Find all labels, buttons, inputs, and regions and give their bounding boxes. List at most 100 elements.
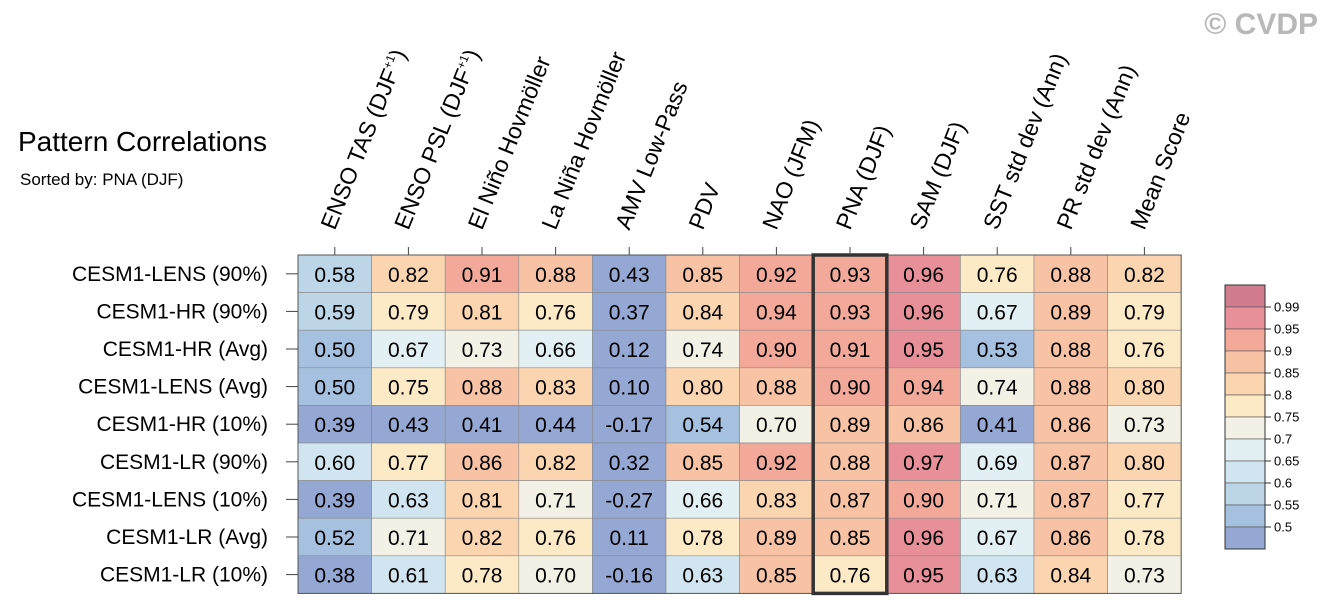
- heatmap-cell: [665, 480, 740, 519]
- heatmap-cell: [1033, 442, 1108, 481]
- heatmap-cell: [1107, 329, 1182, 369]
- heatmap-cell: [665, 555, 740, 594]
- cell-value-label: 0.53: [977, 339, 1018, 362]
- chart-title: Pattern Correlations: [18, 126, 268, 157]
- heatmap-cell: [812, 480, 888, 519]
- cell-value-label: 0.80: [1124, 452, 1165, 475]
- cell-value-label: 0.76: [535, 527, 576, 550]
- legend-swatch: [1224, 328, 1266, 352]
- row-label: CESM1-LR (90%): [100, 451, 268, 474]
- cell-value-label: 0.85: [830, 527, 871, 550]
- cell-value-label: 0.78: [682, 527, 723, 550]
- cell-value-label: 0.95: [903, 339, 944, 362]
- heatmap-cell: [886, 517, 961, 557]
- cell-value-label: -0.16: [605, 565, 653, 588]
- row-label: CESM1-HR (90%): [96, 300, 268, 323]
- heatmap-cell: [371, 442, 446, 481]
- heatmap-cell: [812, 442, 888, 481]
- heatmap-cell: [960, 442, 1035, 481]
- heatmap-cell: [371, 367, 446, 406]
- heatmap-cell: [812, 517, 888, 557]
- heatmap-cell: [665, 329, 740, 369]
- legend-swatch: [1224, 416, 1266, 440]
- cell-value-label: 0.78: [1124, 527, 1165, 550]
- cell-value-label: 0.67: [977, 301, 1018, 324]
- cell-value-label: 0.85: [756, 565, 797, 588]
- row-label: CESM1-LENS (Avg): [78, 376, 268, 399]
- cell-value-label: 0.77: [1124, 489, 1165, 512]
- cell-value-label: 0.93: [830, 301, 871, 324]
- legend-tick-label: 0.5: [1274, 520, 1292, 535]
- cell-value-label: 0.66: [535, 339, 576, 362]
- heatmap-cell: [1107, 480, 1182, 519]
- cell-value-label: 0.39: [314, 489, 355, 512]
- cell-value-label: 0.86: [903, 414, 944, 437]
- heatmap-cell: [518, 329, 593, 369]
- heatmap-cell: [444, 329, 520, 369]
- heatmap-cell: [739, 517, 814, 557]
- cell-value-label: 0.54: [682, 414, 723, 437]
- heatmap-cell: [665, 405, 740, 444]
- cell-value-label: 0.88: [1050, 377, 1091, 400]
- heatmap-cell: [1033, 292, 1108, 331]
- row-label: CESM1-LENS (10%): [72, 488, 268, 511]
- cell-value-label: 0.38: [314, 565, 355, 588]
- cell-value-label: 0.44: [535, 414, 576, 437]
- watermark: © CVDP: [1204, 8, 1318, 41]
- cell-value-label: 0.11: [610, 527, 649, 550]
- cell-value-label: 0.94: [756, 301, 797, 324]
- heatmap-cell: [592, 555, 667, 594]
- heatmap-cell: [297, 292, 372, 331]
- heatmap-cell: [960, 517, 1035, 557]
- heatmap-cell: [444, 555, 520, 594]
- cell-value-label: 0.93: [830, 264, 871, 287]
- cell-value-label: 0.87: [1050, 489, 1091, 512]
- cell-value-label: 0.95: [903, 565, 944, 588]
- cell-value-label: 0.96: [903, 301, 944, 324]
- heatmap-cell: [444, 292, 520, 331]
- legend-tick-label: 0.75: [1274, 410, 1299, 425]
- heatmap-cell: [297, 405, 372, 444]
- cell-value-label: 0.70: [535, 565, 576, 588]
- cell-value-label: 0.66: [682, 489, 723, 512]
- column-label: Mean Score: [1125, 108, 1196, 233]
- heatmap-cell: [518, 517, 593, 557]
- legend-tick-label: 0.99: [1274, 300, 1299, 315]
- legend-tick-label: 0.7: [1274, 432, 1292, 447]
- cell-value-label: 0.77: [388, 452, 429, 475]
- heatmap-cell: [444, 367, 520, 406]
- cell-value-label: 0.87: [830, 489, 871, 512]
- heatmap-cell: [1033, 254, 1108, 293]
- heatmap-cell: [960, 405, 1035, 444]
- cell-value-label: 0.96: [903, 527, 944, 550]
- heatmap-cell: [665, 517, 740, 557]
- heatmap-cell: [665, 367, 740, 406]
- cell-value-label: 0.63: [682, 565, 723, 588]
- cell-value-label: 0.97: [903, 452, 944, 475]
- cell-value-label: 0.82: [462, 527, 503, 550]
- legend-tick-label: 0.8: [1274, 388, 1292, 403]
- cell-value-label: 0.84: [1050, 565, 1091, 588]
- column-label: El Niño Hovmöller: [463, 52, 556, 233]
- cell-value-label: 0.61: [388, 565, 429, 588]
- cell-value-label: -0.27: [605, 489, 653, 512]
- heatmap-cell: [812, 254, 888, 293]
- cell-value-label: 0.32: [609, 452, 650, 475]
- cell-value-label: 0.91: [830, 339, 871, 362]
- heatmap-cell: [739, 442, 814, 481]
- cell-value-label: 0.75: [388, 377, 429, 400]
- cell-value-label: 0.96: [903, 264, 944, 287]
- cell-value-label: 0.78: [462, 565, 503, 588]
- legend-tick-label: 0.6: [1274, 476, 1292, 491]
- heatmap-cell: [960, 367, 1035, 406]
- cell-value-label: 0.90: [830, 377, 871, 400]
- cell-value-label: 0.85: [682, 452, 723, 475]
- cell-value-label: 0.71: [535, 489, 576, 512]
- heatmap-cell: [518, 555, 593, 594]
- cell-value-label: 0.80: [682, 377, 723, 400]
- cell-value-label: 0.76: [830, 565, 871, 588]
- cell-value-label: 0.69: [977, 452, 1018, 475]
- cell-value-label: 0.63: [388, 489, 429, 512]
- cell-value-label: 0.88: [535, 264, 576, 287]
